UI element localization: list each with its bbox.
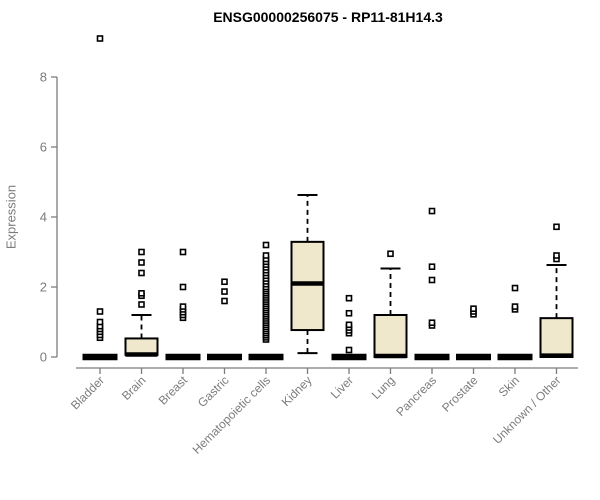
box [373, 314, 408, 358]
outlier-point [221, 278, 228, 286]
outlier-point [179, 283, 187, 291]
box [539, 317, 574, 358]
outlier-point [138, 301, 145, 308]
x-tick-label: Pancreas [393, 373, 439, 419]
outlier-point [262, 241, 270, 249]
outlier-point [262, 252, 270, 259]
x-tick-label: Brain [119, 373, 149, 403]
outlier-point [138, 259, 145, 266]
chart-title: ENSG00000256075 - RP11-81H14.3 [213, 9, 443, 25]
outlier-point [470, 305, 477, 313]
outlier-point [96, 308, 104, 315]
y-tick-label: 6 [40, 140, 47, 155]
outlier-point [428, 276, 436, 284]
outlier-point [553, 223, 560, 231]
x-tick-label: Kidney [279, 373, 315, 409]
collapsed-box [497, 353, 533, 361]
collapsed-box [207, 353, 242, 361]
x-tick-label: Breast [156, 373, 191, 408]
y-tick-label: 4 [40, 210, 47, 225]
y-tick-label: 0 [40, 350, 47, 365]
outlier-point [428, 207, 436, 215]
outlier-point [221, 288, 228, 295]
collapsed-box [414, 353, 450, 361]
outlier-point [96, 35, 104, 42]
y-tick-label: 2 [40, 280, 47, 295]
outlier-point [511, 303, 519, 310]
x-tick-label: Lung [369, 373, 398, 402]
outlier-point [345, 294, 353, 302]
x-tick-label: Liver [328, 373, 356, 401]
outlier-point [345, 309, 353, 317]
outlier-point [96, 318, 104, 326]
x-tick-label: Skin [496, 373, 522, 399]
collapsed-box [456, 353, 491, 361]
x-tick-label: Prostate [439, 373, 481, 415]
collapsed-box [165, 353, 201, 361]
outlier-point [179, 248, 187, 256]
x-tick-label: Hematopoietic cells [190, 373, 273, 456]
outlier-point [345, 321, 353, 329]
outlier-point [138, 269, 145, 277]
collapsed-box [331, 353, 367, 361]
outlier-point [138, 248, 145, 256]
box [290, 240, 325, 332]
outlier-point [511, 284, 519, 292]
x-tick-label: Gastric [195, 373, 232, 410]
outlier-point [138, 289, 145, 297]
outlier-point [387, 250, 394, 258]
collapsed-box [248, 353, 284, 361]
outlier-point [553, 252, 560, 259]
collapsed-box [82, 353, 118, 361]
outlier-point [428, 263, 436, 271]
outlier-point [345, 346, 353, 354]
y-tick-label: 8 [40, 70, 47, 85]
outlier-point [179, 303, 187, 310]
x-tick-label: Bladder [68, 373, 107, 412]
outlier-point [221, 297, 228, 305]
outlier-point [428, 319, 436, 327]
